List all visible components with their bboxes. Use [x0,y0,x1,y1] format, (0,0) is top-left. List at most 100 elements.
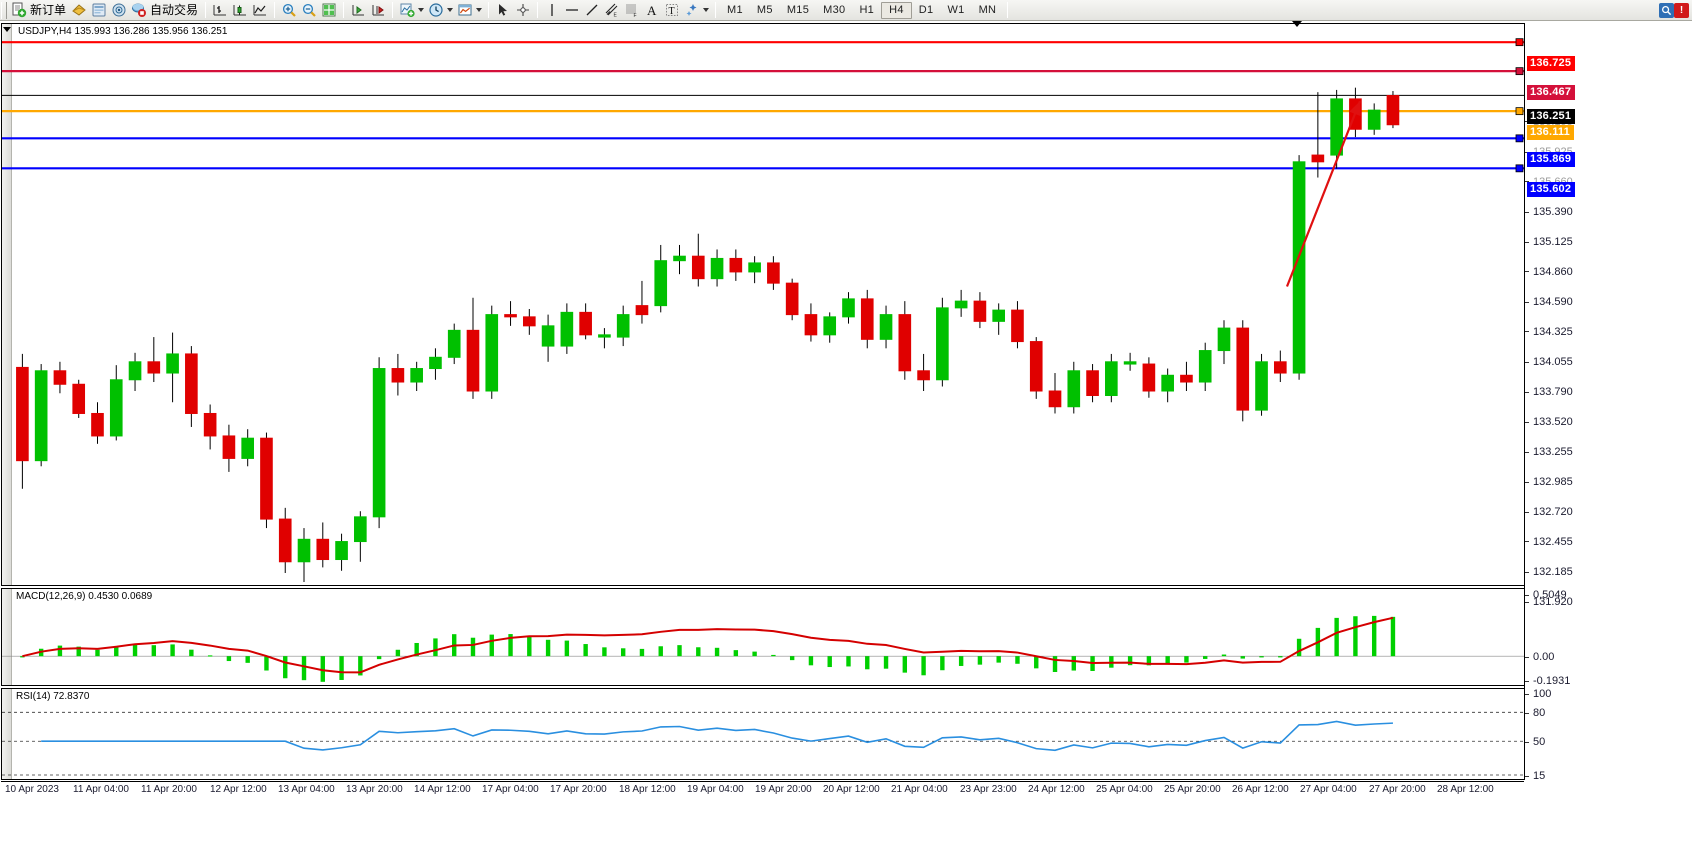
price-chart-pane[interactable]: USDJPY,H4 135.993 136.286 135.956 136.25… [1,23,1525,586]
time-axis-label: 13 Apr 20:00 [346,784,403,795]
candlestick-chart-icon[interactable] [230,1,250,20]
price-pane-scrollbar[interactable] [2,24,12,585]
navigator-icon[interactable] [109,1,129,20]
shift-end-icon[interactable] [348,1,368,20]
horizontal-line-icon[interactable] [562,1,582,20]
data-window-icon[interactable] [89,1,109,20]
new-order-label[interactable]: 新订单 [30,2,67,17]
svg-text:T: T [669,6,675,17]
chart-top-marker-icon [1292,21,1302,27]
time-axis-label: 21 Apr 04:00 [891,784,948,795]
zoom-out-icon[interactable] [299,1,319,20]
time-axis-label: 18 Apr 12:00 [619,784,676,795]
macd-canvas [2,615,1524,682]
trendline-icon[interactable] [582,1,602,20]
price-tick: 134.590 [1525,297,1573,308]
time-axis-label: 11 Apr 20:00 [141,784,197,795]
new-order-icon[interactable] [9,1,29,20]
time-axis-label: 12 Apr 12:00 [210,784,267,795]
timeframe-d1[interactable]: D1 [918,3,934,16]
rsi-pane-scrollbar[interactable] [2,689,12,779]
time-axis-label: 25 Apr 20:00 [1164,784,1221,795]
price-tag-line-tag[interactable]: 135.869 [1527,152,1576,168]
cursor-icon[interactable] [493,1,513,20]
toolbar-separator [1007,2,1009,18]
equidistant-channel-icon[interactable]: E [602,1,622,20]
price-tick: 135.125 [1525,236,1573,248]
toolbar-separator [488,2,490,18]
price-tick: 134.325 [1525,326,1573,338]
timeframe-m30[interactable]: M30 [823,3,846,16]
macd-tick: 0.5049 [1525,590,1567,601]
zoom-in-icon[interactable] [279,1,299,20]
time-axis-label: 17 Apr 04:00 [482,784,539,795]
toolbar-separator [537,2,539,18]
objects-dropdown-arrow[interactable] [703,8,710,12]
rsi-tick: 15 [1525,771,1545,782]
price-tick: 134.860 [1525,266,1573,278]
indicators-dropdown-arrow[interactable] [418,8,425,12]
macd-pane[interactable]: MACD(12,26,9) 0.4530 0.0689 [1,588,1525,686]
price-tick: 133.520 [1525,417,1573,428]
macd-tick: -0.1931 [1525,676,1570,687]
time-axis-label: 25 Apr 04:00 [1096,784,1153,795]
period-dropdown-arrow[interactable] [447,8,454,12]
time-axis-label: 13 Apr 04:00 [278,784,335,795]
tile-windows-icon[interactable] [319,1,339,20]
svg-text:E: E [614,13,618,19]
timeframe-w1[interactable]: W1 [947,3,965,16]
price-tag-line-tag[interactable]: 135.602 [1527,182,1576,198]
price-scale[interactable]: 135.390 135.125 134.860 134.590 134.325 134.0… [1524,44,1692,782]
timeframe-m15[interactable]: M15 [786,3,810,16]
price-tick: 133.255 [1525,447,1573,458]
timeframe-mn[interactable]: MN [978,3,997,16]
autotrading-icon[interactable] [129,1,149,20]
price-tick: 134.055 [1525,357,1573,368]
chart-workspace: USDJPY,H4 135.993 136.286 135.956 136.25… [0,21,1692,849]
price-tick: 135.660 [1525,176,1573,188]
macd-tick: 0.00 [1525,652,1554,663]
magnifier-badge-icon[interactable] [1659,2,1674,18]
macd-pane-scrollbar[interactable] [2,589,12,685]
objects-icon[interactable] [682,1,702,20]
price-tag-last-price[interactable]: 136.251 [1527,109,1576,125]
time-axis-label: 27 Apr 04:00 [1300,784,1357,795]
time-axis-label: 11 Apr 04:00 [73,784,129,795]
timeframe-m5[interactable]: M5 [756,3,773,16]
toolbar-grip[interactable] [1,1,7,19]
period-icon[interactable] [426,1,446,20]
rsi-pane[interactable]: RSI(14) 72.8370 [1,688,1525,780]
line-chart-icon[interactable] [250,1,270,20]
toolbar-right-group: ! [1659,2,1692,18]
price-tag-line-tag[interactable]: 136.111 [1527,125,1574,141]
chart-collapse-icon[interactable] [3,27,11,32]
bar-chart-icon[interactable] [210,1,230,20]
indicators-icon[interactable] [397,1,417,20]
time-axis-label: 26 Apr 12:00 [1232,784,1289,795]
timeframe-h4[interactable]: H4 [881,1,912,19]
expert-advisors-icon[interactable] [69,1,89,20]
time-axis-label: 27 Apr 20:00 [1369,784,1426,795]
vertical-line-icon[interactable] [542,1,562,20]
text-icon[interactable]: T [662,1,682,20]
fibonacci-icon[interactable]: F [622,1,642,20]
crosshair-icon[interactable] [513,1,533,20]
toolbar-separator [392,2,394,18]
price-tick: 132.985 [1525,477,1573,488]
auto-scroll-icon[interactable] [368,1,388,20]
time-axis-label: 10 Apr 2023 [5,784,59,795]
templates-dropdown-arrow[interactable] [476,8,483,12]
timeframe-h1[interactable]: H1 [859,3,875,16]
templates-icon[interactable] [455,1,475,20]
price-tag-line-tag[interactable]: 136.467 [1527,85,1576,101]
time-axis-label: 28 Apr 12:00 [1437,784,1494,795]
price-tick: 131.920 [1525,597,1573,608]
autotrading-label[interactable]: 自动交易 [150,2,199,17]
text-label-icon[interactable]: A [642,1,662,20]
price-tick: 135.925 [1525,147,1573,158]
alert-badge-icon[interactable]: ! [1674,2,1689,18]
price-tag-line-tag[interactable]: 136.725 [1527,56,1576,72]
rsi-canvas [2,711,1524,776]
timeframe-m1[interactable]: M1 [727,3,743,16]
time-axis: 10 Apr 2023 11 Apr 04:00 11 Apr 20:00 12 Ap… [1,781,1524,797]
